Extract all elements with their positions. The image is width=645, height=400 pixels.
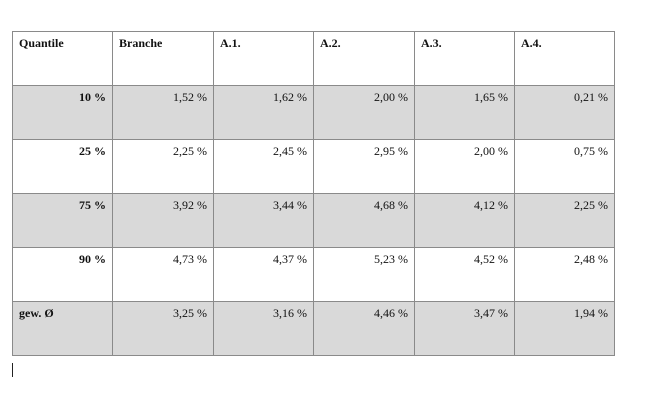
header-cell-a4[interactable]: A.4. bbox=[514, 31, 615, 86]
row-label-cell[interactable]: 10 % bbox=[12, 85, 113, 140]
table-row: 75 % 3,92 % 3,44 % 4,68 % 4,12 % 2,25 % bbox=[12, 193, 615, 248]
value-cell[interactable]: 2,48 % bbox=[514, 247, 615, 302]
value-cell[interactable]: 0,21 % bbox=[514, 85, 615, 140]
header-cell-a1[interactable]: A.1. bbox=[213, 31, 314, 86]
value-cell[interactable]: 2,25 % bbox=[112, 139, 214, 194]
value-cell[interactable]: 4,12 % bbox=[414, 193, 515, 248]
value-cell[interactable]: 4,68 % bbox=[313, 193, 415, 248]
value-cell[interactable]: 3,16 % bbox=[213, 301, 314, 356]
value-cell[interactable]: 2,25 % bbox=[514, 193, 615, 248]
value-cell[interactable]: 2,95 % bbox=[313, 139, 415, 194]
row-label-cell[interactable]: 75 % bbox=[12, 193, 113, 248]
value-cell[interactable]: 0,75 % bbox=[514, 139, 615, 194]
value-cell[interactable]: 4,46 % bbox=[313, 301, 415, 356]
value-cell[interactable]: 3,92 % bbox=[112, 193, 214, 248]
row-label-cell[interactable]: 90 % bbox=[12, 247, 113, 302]
header-row: Quantile Branche A.1. A.2. A.3. A.4. bbox=[12, 31, 615, 86]
row-label-cell[interactable]: 25 % bbox=[12, 139, 113, 194]
value-cell[interactable]: 1,62 % bbox=[213, 85, 314, 140]
header-cell-branche[interactable]: Branche bbox=[112, 31, 214, 86]
table-row: 25 % 2,25 % 2,45 % 2,95 % 2,00 % 0,75 % bbox=[12, 139, 615, 194]
value-cell[interactable]: 2,00 % bbox=[313, 85, 415, 140]
value-cell[interactable]: 5,23 % bbox=[313, 247, 415, 302]
value-cell[interactable]: 1,52 % bbox=[112, 85, 214, 140]
value-cell[interactable]: 4,52 % bbox=[414, 247, 515, 302]
value-cell[interactable]: 2,45 % bbox=[213, 139, 314, 194]
value-cell[interactable]: 3,47 % bbox=[414, 301, 515, 356]
row-label-cell[interactable]: gew. Ø bbox=[12, 301, 113, 356]
value-cell[interactable]: 4,73 % bbox=[112, 247, 214, 302]
value-cell[interactable]: 3,44 % bbox=[213, 193, 314, 248]
value-cell[interactable]: 4,37 % bbox=[213, 247, 314, 302]
table-row: gew. Ø 3,25 % 3,16 % 4,46 % 3,47 % 1,94 % bbox=[12, 301, 615, 356]
table-row: 90 % 4,73 % 4,37 % 5,23 % 4,52 % 2,48 % bbox=[12, 247, 615, 302]
header-cell-quantile[interactable]: Quantile bbox=[12, 31, 113, 86]
text-cursor bbox=[12, 363, 13, 377]
table-row: 10 % 1,52 % 1,62 % 2,00 % 1,65 % 0,21 % bbox=[12, 85, 615, 140]
value-cell[interactable]: 3,25 % bbox=[112, 301, 214, 356]
quantile-table: Quantile Branche A.1. A.2. A.3. A.4. 10 … bbox=[12, 31, 615, 356]
header-cell-a2[interactable]: A.2. bbox=[313, 31, 415, 86]
header-cell-a3[interactable]: A.3. bbox=[414, 31, 515, 86]
value-cell[interactable]: 2,00 % bbox=[414, 139, 515, 194]
value-cell[interactable]: 1,94 % bbox=[514, 301, 615, 356]
value-cell[interactable]: 1,65 % bbox=[414, 85, 515, 140]
